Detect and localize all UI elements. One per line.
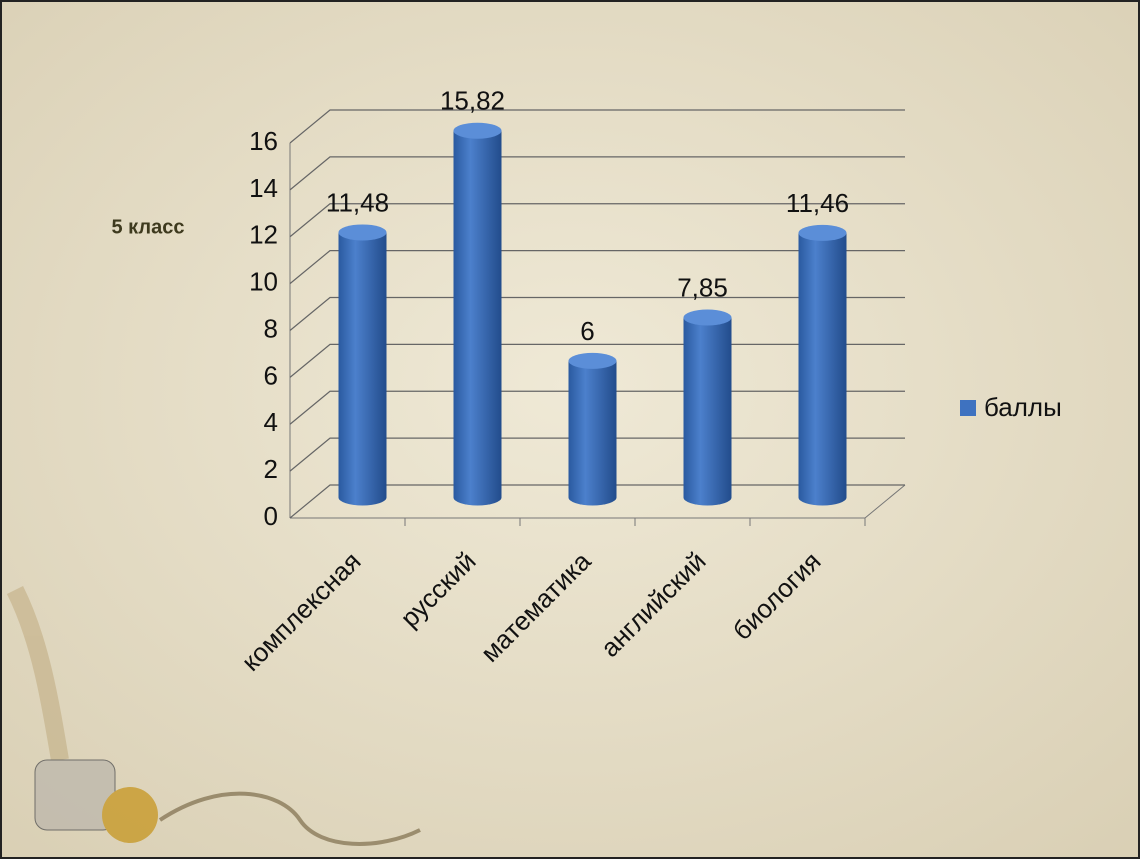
- legend-swatch: [960, 400, 976, 416]
- value-label: 6: [580, 316, 594, 346]
- grid-line: [289, 109, 905, 144]
- bar-top: [338, 224, 387, 241]
- y-tick-label: 0: [264, 501, 278, 531]
- y-axis-label: 5 класс: [111, 216, 184, 238]
- bar: [683, 317, 732, 506]
- value-label: 11,48: [326, 187, 389, 217]
- value-label: 7,85: [677, 272, 728, 302]
- grid-line: [289, 203, 905, 238]
- y-tick-label: 8: [264, 313, 278, 343]
- legend-label: баллы: [984, 392, 1062, 422]
- bar: [568, 360, 617, 506]
- y-tick-label: 10: [249, 267, 278, 297]
- y-tick-label: 6: [264, 360, 278, 390]
- bar: [798, 232, 847, 506]
- bar-top: [798, 224, 847, 241]
- grid-line: [289, 156, 905, 191]
- y-tick-label: 4: [264, 407, 278, 437]
- y-tick-label: 16: [249, 126, 278, 156]
- bar-top: [568, 352, 617, 369]
- decoration: [6, 585, 421, 846]
- grid-line: [289, 296, 905, 331]
- bar-top: [683, 309, 732, 326]
- bar: [453, 130, 502, 506]
- y-tick-label: 2: [264, 454, 278, 484]
- bar-top: [453, 122, 502, 139]
- value-label: 15,82: [440, 86, 505, 116]
- y-tick-label: 12: [249, 220, 278, 250]
- y-tick-label: 14: [249, 173, 278, 203]
- bar: [338, 232, 387, 506]
- grid-line: [289, 250, 905, 285]
- value-label: 11,46: [786, 188, 849, 218]
